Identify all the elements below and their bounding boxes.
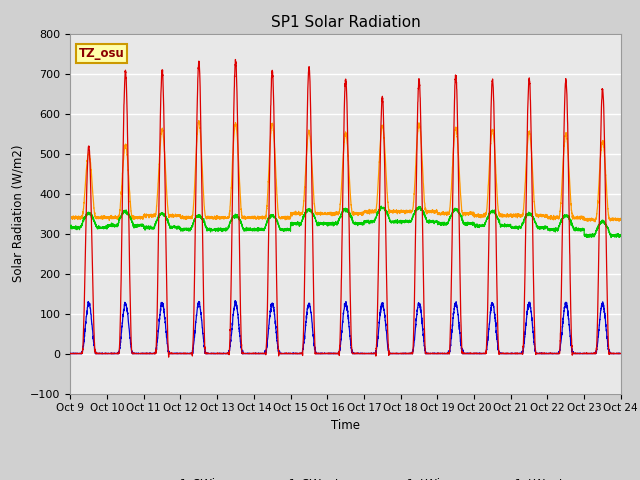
Text: TZ_osu: TZ_osu (79, 47, 124, 60)
sp1_SWout (617, 351, 625, 357)
sp1_LWout (67, 215, 74, 221)
sp1_LWin (378, 204, 385, 209)
Y-axis label: Solar Radiation (W/m2): Solar Radiation (W/m2) (12, 145, 25, 282)
sp1_SWin (469, 350, 477, 356)
sp1_LWout (438, 211, 446, 216)
sp1_SWout (166, 350, 173, 356)
sp1_SWin (439, 350, 447, 356)
sp1_SWin (232, 57, 239, 62)
sp1_LWout (500, 212, 508, 218)
sp1_LWout (195, 118, 203, 124)
sp1_SWin (617, 350, 625, 356)
Line: sp1_SWout: sp1_SWout (70, 300, 621, 354)
sp1_SWin (166, 351, 173, 357)
sp1_SWout (469, 351, 477, 357)
Line: sp1_SWin: sp1_SWin (70, 60, 621, 357)
sp1_LWin (67, 225, 74, 231)
sp1_SWout (500, 351, 508, 357)
sp1_LWout (616, 217, 624, 223)
sp1_SWout (231, 298, 239, 303)
Line: sp1_LWin: sp1_LWin (70, 206, 621, 238)
sp1_LWin (617, 233, 625, 239)
sp1_SWout (67, 350, 74, 356)
sp1_LWout (166, 213, 173, 218)
X-axis label: Time: Time (331, 419, 360, 432)
sp1_SWin (500, 351, 508, 357)
sp1_LWout (617, 217, 625, 223)
Legend: sp1_SWin, sp1_SWout, sp1_LWin, sp1_LWout: sp1_SWin, sp1_SWout, sp1_LWin, sp1_LWout (122, 473, 569, 480)
Line: sp1_LWout: sp1_LWout (70, 121, 621, 222)
sp1_SWout (67, 351, 75, 357)
Title: SP1 Solar Radiation: SP1 Solar Radiation (271, 15, 420, 30)
sp1_LWout (469, 211, 477, 216)
sp1_SWout (325, 351, 333, 357)
sp1_LWin (616, 231, 624, 237)
sp1_LWin (438, 220, 446, 226)
sp1_LWin (166, 223, 173, 228)
sp1_SWin (325, 351, 333, 357)
sp1_SWin (67, 351, 74, 357)
sp1_LWout (591, 219, 599, 225)
sp1_SWout (616, 350, 624, 356)
sp1_LWout (325, 210, 333, 216)
sp1_SWin (616, 351, 624, 357)
sp1_LWin (469, 221, 477, 227)
sp1_SWout (439, 351, 447, 357)
sp1_LWin (607, 235, 615, 240)
sp1_SWin (165, 354, 173, 360)
sp1_LWin (500, 223, 508, 228)
sp1_LWin (325, 221, 333, 227)
